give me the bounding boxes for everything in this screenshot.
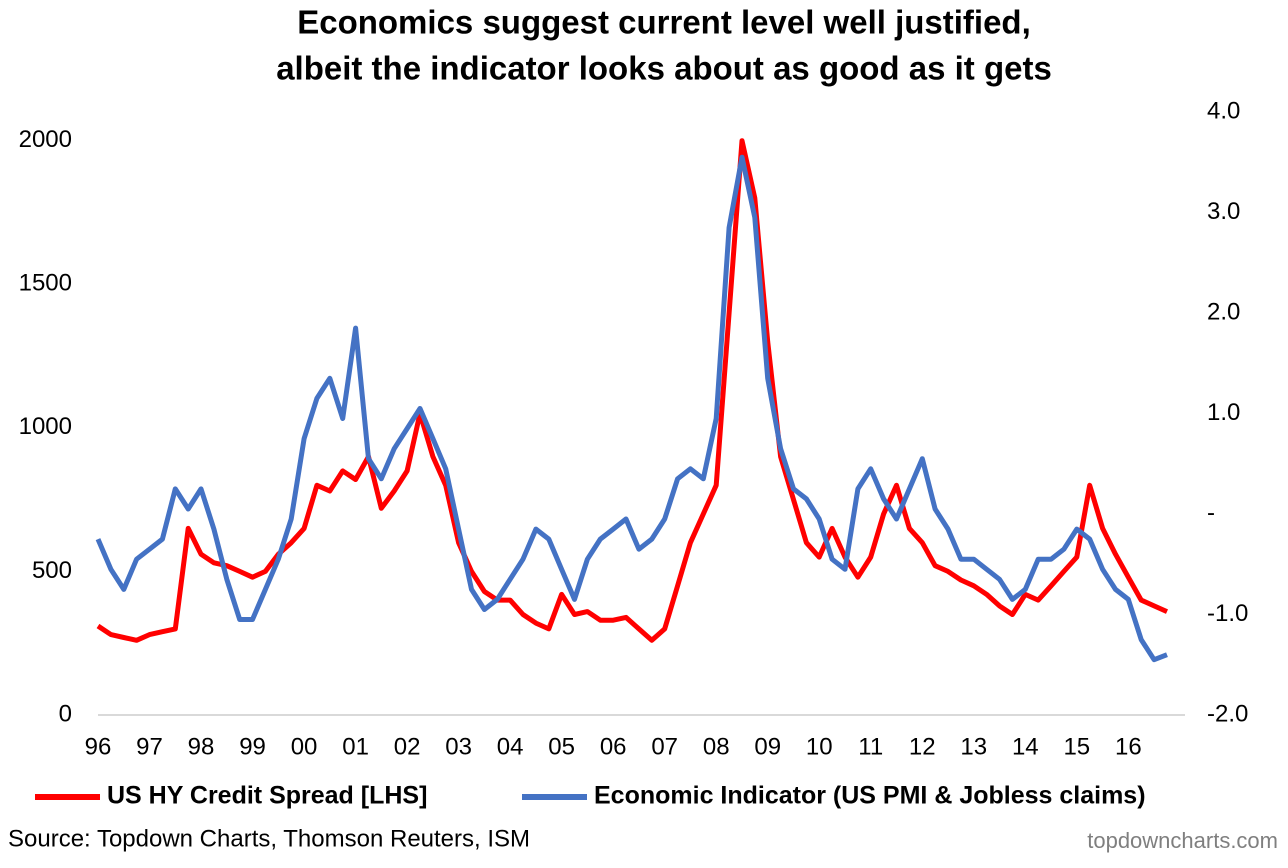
legend-label: US HY Credit Spread [LHS] <box>107 782 427 810</box>
x-tick-label: 16 <box>1115 733 1142 760</box>
series-line <box>96 138 1169 643</box>
x-tick-label: 10 <box>806 733 833 760</box>
x-tick-label: 01 <box>342 733 369 760</box>
x-tick-label: 11 <box>858 733 883 760</box>
y-tick-label: 2000 <box>19 126 72 153</box>
y2-tick-label: 2.0 <box>1207 298 1240 325</box>
x-tick-label: 08 <box>703 733 730 760</box>
x-tick-label: 02 <box>394 733 421 760</box>
x-tick-label: 09 <box>754 733 781 760</box>
x-tick-label: 96 <box>85 733 112 760</box>
chart-title: albeit the indicator looks about as good… <box>276 50 1052 87</box>
y-tick-label: 0 <box>59 700 72 727</box>
source: Source: Topdown Charts, Thomson Reuters,… <box>8 825 530 852</box>
y2-tick-label: 4.0 <box>1207 97 1240 124</box>
y2-tick-label: 1.0 <box>1207 399 1240 426</box>
y-tick-label: 1500 <box>19 270 72 297</box>
x-tick-label: 99 <box>239 733 266 760</box>
x-tick-label: 97 <box>136 733 163 760</box>
x-tick-label: 05 <box>548 733 575 760</box>
x-tick-label: 07 <box>651 733 678 760</box>
x-tick-label: 06 <box>600 733 627 760</box>
y-tick-label: 1000 <box>19 413 72 440</box>
series-line <box>95 154 1168 663</box>
x-tick-label: 04 <box>497 733 524 760</box>
chart-title: Economics suggest current level well jus… <box>297 4 1031 41</box>
y2-tick-label: -1.0 <box>1207 600 1248 627</box>
y-tick-label: 500 <box>32 557 72 584</box>
x-tick-label: 15 <box>1063 733 1090 760</box>
x-tick-label: 03 <box>445 733 472 760</box>
y2-tick-label: - <box>1207 499 1215 526</box>
x-tick-label: 00 <box>291 733 318 760</box>
y2-tick-label: -2.0 <box>1207 700 1248 727</box>
x-tick-label: 13 <box>960 733 987 760</box>
y2-tick-label: 3.0 <box>1207 198 1240 225</box>
legend-label: Economic Indicator (US PMI & Jobless cla… <box>594 782 1146 810</box>
x-tick-label: 12 <box>909 733 936 760</box>
x-tick-label: 98 <box>188 733 215 760</box>
x-tick-label: 14 <box>1012 733 1039 760</box>
watermark: topdowncharts.com <box>1087 828 1278 853</box>
